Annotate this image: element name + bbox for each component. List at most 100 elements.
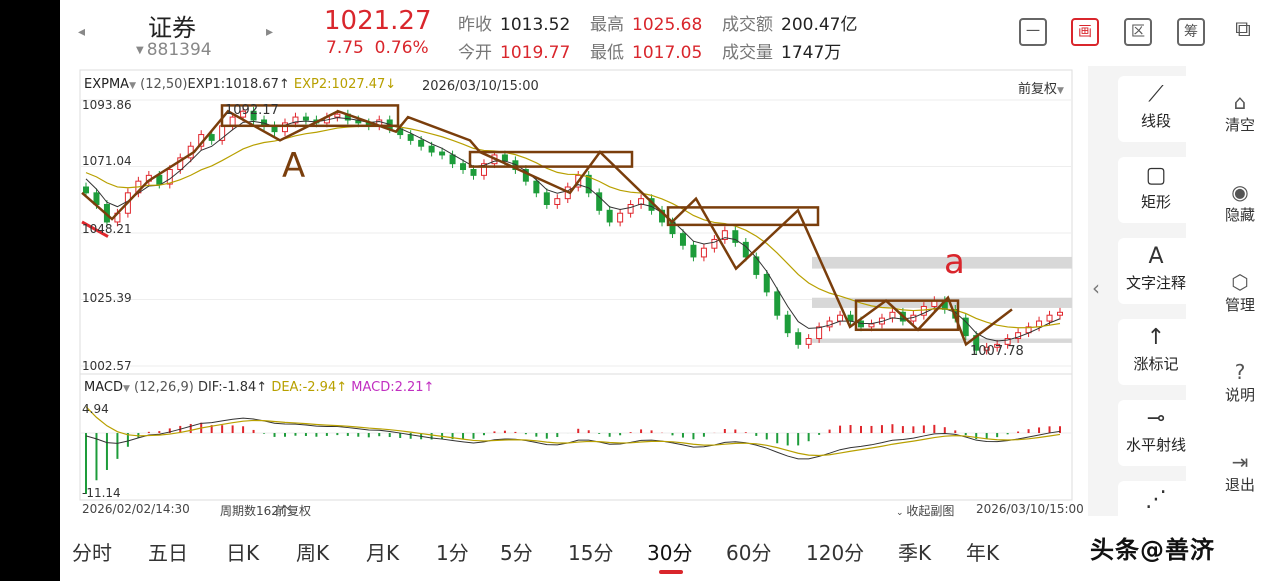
tab-30min[interactable]: 30分 [647,541,693,565]
candle-body [554,198,561,205]
horizontal-ray-tool-button[interactable]: ⊸ 水平射线 [1118,400,1194,466]
candle-body [418,139,425,147]
stat-low: 最低 1017.05 [590,43,703,63]
tab-season-k[interactable]: 季K [898,541,932,565]
adjust-label: 前复权 [1018,82,1058,97]
annotation-A[interactable]: A [282,146,306,186]
dropdown-icon: ▼ [1057,86,1064,96]
tab-5min[interactable]: 5分 [500,541,533,565]
macd-title[interactable]: MACD▼ (12,26,9) DIF:-1.84↑ DEA:-2.94↑ MA… [84,380,434,395]
dea-line [85,406,1061,457]
y-tick-label: 1048.21 [82,222,132,236]
macd-y-tick: 4.94 [82,402,109,416]
candle-body [407,134,414,141]
range-tool-icon[interactable]: 区 [1124,18,1152,46]
annotation-a[interactable]: a [944,242,965,282]
tab-day-k[interactable]: 日K [226,541,260,565]
y-tick-label: 1071.04 [82,154,132,168]
action-label: 说明 [1224,386,1255,404]
up-mark-tool-button[interactable]: ↑ 涨标记 [1118,319,1194,385]
question-icon: ? [1234,360,1246,384]
period-count: 周期数162个 [220,504,291,518]
action-label: 管理 [1224,296,1255,314]
tool-label: 涨标记 [1133,355,1179,373]
draw-tool-icon[interactable]: 画 [1071,18,1099,46]
candle-body [302,116,309,121]
candle-body [208,134,215,141]
eye-icon: ◉ [1231,180,1249,204]
manage-button[interactable]: ⬡ 管理 [1210,270,1270,315]
segment-tool-button[interactable]: ⟋ 线段 [1118,76,1194,142]
candle-body [83,186,89,194]
high-price-label: 1092.17 [225,103,279,118]
tab-month-k[interactable]: 月K [366,541,400,565]
candle-body [962,317,969,337]
chevron-down-icon: ⌄ [896,508,907,518]
tab-intraday[interactable]: 分时 [72,541,112,565]
tab-year-k[interactable]: 年K [966,541,1000,565]
stat-high: 最高 1025.68 [590,15,703,35]
candle-body [439,151,446,156]
stock-code-text: 881394 [146,40,212,60]
line-tool-icon[interactable]: 一 [1019,18,1047,46]
help-button[interactable]: ? 说明 [1210,360,1270,405]
candle-body [847,314,854,322]
macd-panel-frame [79,373,1073,501]
chips-tool-icon[interactable]: 筹 [1177,18,1205,46]
tab-1min[interactable]: 1分 [436,541,469,565]
cursor-time: 2026/03/10/15:00 [422,79,539,94]
candle-body [606,209,613,223]
adjust-select[interactable]: 前复权▼ [1018,78,1064,97]
candle-body [281,122,288,133]
collapse-arrow-icon[interactable]: ‹ [1092,276,1100,300]
candle-body [522,169,529,182]
candle-body [512,160,519,171]
macd-name: MACD [84,380,123,395]
candle-body [449,154,456,165]
tab-15min[interactable]: 15分 [568,541,614,565]
candle-body [229,116,236,127]
stat-turnover: 成交额 200.47亿 [722,15,858,35]
candle-body [983,346,990,351]
hide-button[interactable]: ◉ 隐藏 [1210,180,1270,225]
change-percent: 0.76% [374,38,429,58]
drawing-toolbar: ‹ ⟋ 线段 ▢ 矩形 A 文字注释 ↑ 涨标记 ⊸ 水平射线 ⋰ [1088,66,1194,516]
exit-button[interactable]: ⇥ 退出 [1210,450,1270,495]
candle-body [250,110,257,121]
rectangle-tool-button[interactable]: ▢ 矩形 [1118,157,1194,223]
candle-body [763,273,770,293]
tab-120min[interactable]: 120分 [806,541,865,565]
hexagon-icon: ⬡ [1231,270,1249,294]
clear-button[interactable]: ⌂ 清空 [1210,90,1270,135]
dropdown-icon: ▼ [122,384,130,394]
drawn-trend-line [81,109,1013,347]
drawn-box [468,150,634,168]
multi-screen-icon[interactable]: ⧉ [1235,17,1251,42]
text-note-tool-button[interactable]: A 文字注释 [1118,238,1194,304]
stock-code[interactable]: ▼ 881394 [136,40,212,60]
tab-five-day[interactable]: 五日 [148,541,188,565]
candle-body [721,230,728,240]
wave-icon: ⋰ [1145,487,1167,512]
main-indicator-title[interactable]: EXPMA▼ (12,50)EXP1:1018.67↑ EXP2:1027.47… [84,77,396,92]
y-tick-label: 1002.57 [82,359,132,373]
candle-body [679,233,686,246]
macd-params: (12,26,9) [134,380,194,395]
fold-subchart-button[interactable]: ⌄ 收起副图 [896,502,954,519]
watermark: 头条@善济 [1090,536,1215,564]
kline-chart[interactable]: EXPMA▼ (12,50)EXP1:1018.67↑ EXP2:1027.47… [60,66,1086,519]
candle-body [240,110,247,118]
candle-body [533,180,540,194]
tab-week-k[interactable]: 周K [296,541,330,565]
y-tick-label: 1025.39 [82,291,132,305]
prev-stock-arrow[interactable]: ◂ [78,24,86,40]
candle-body [690,244,697,258]
text-icon: A [1148,244,1164,269]
stock-name[interactable]: 证券 [148,14,196,42]
wave-tool-button[interactable]: ⋰ [1118,481,1194,516]
next-stock-arrow[interactable]: ▸ [266,24,274,40]
drawn-box [666,206,820,227]
candle-body [1004,338,1011,345]
tab-60min[interactable]: 60分 [726,541,772,565]
candle-body [994,343,1001,348]
